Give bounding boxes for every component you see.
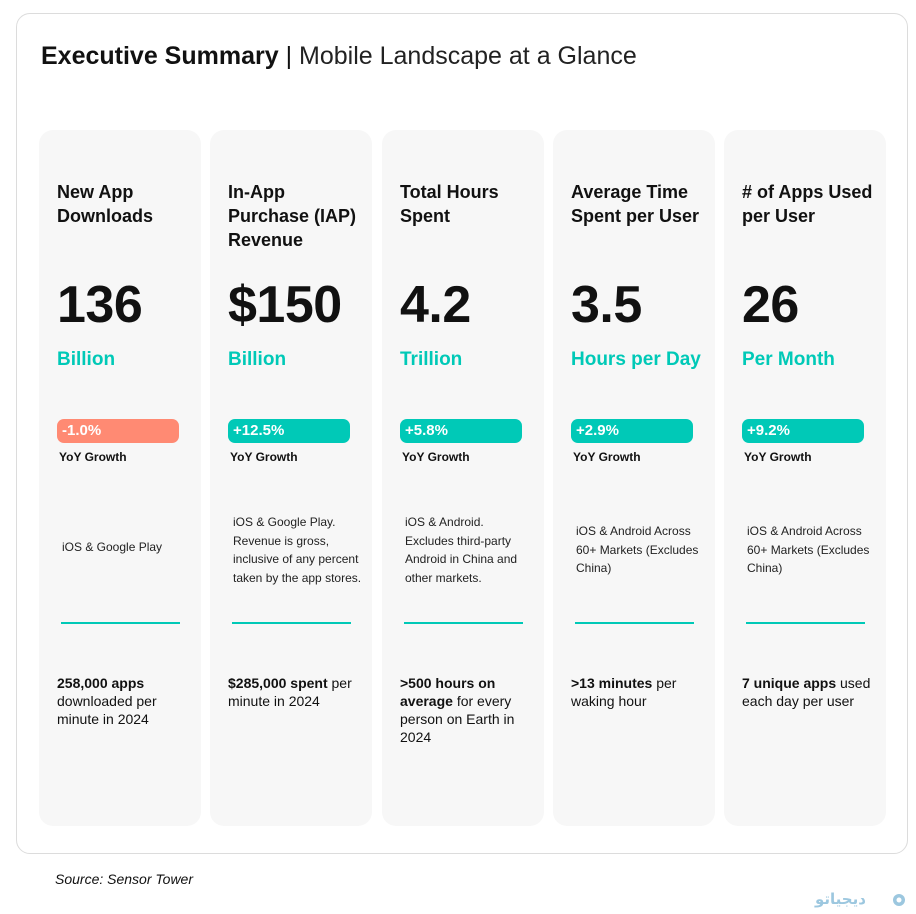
card-unit: Hours per Day (571, 349, 701, 370)
card-unit: Trillion (400, 349, 463, 370)
card-footer: 7 unique apps used each day per user (742, 674, 882, 710)
card-divider (61, 622, 180, 624)
growth-badge: +5.8% (400, 419, 522, 443)
title-separator: | (285, 42, 293, 70)
title-subtitle: Mobile Landscape at a Glance (299, 42, 637, 70)
card-divider (575, 622, 694, 624)
card-title: Total Hours Spent (400, 182, 499, 226)
card-divider (232, 622, 351, 624)
card-value: $150 (228, 276, 342, 334)
card-footer: >13 minutes per waking hour (571, 674, 711, 710)
footer-highlight: $285,000 spent (228, 675, 328, 691)
watermark-logo: دیجیاتو (815, 890, 866, 908)
source-caption: Source: Sensor Tower (55, 871, 193, 887)
card-title: In-App Purchase (IAP) Revenue (228, 182, 357, 250)
footer-text: used each day per user (742, 675, 871, 709)
metric-card-time-per-user: Average Time Spent per User 3.5 Hours pe… (553, 130, 715, 826)
card-unit: Billion (57, 349, 116, 370)
growth-badge: +12.5% (228, 419, 350, 443)
card-value: 136 (57, 276, 143, 334)
card-title: Average Time Spent per User (571, 182, 700, 226)
card-value: 26 (742, 276, 799, 334)
card-footer: $285,000 spent per minute in 2024 (228, 674, 368, 710)
footer-text: per waking hour (571, 675, 677, 709)
card-footer: 258,000 apps downloaded per minute in 20… (57, 674, 197, 728)
footer-highlight: 258,000 apps (57, 675, 145, 691)
card-title: New App Downloads (57, 182, 154, 226)
growth-label: YoY Growth (744, 450, 812, 464)
card-divider (746, 622, 865, 624)
card-divider (404, 622, 523, 624)
metric-card-iap-revenue: In-App Purchase (IAP) Revenue $150 Billi… (210, 130, 372, 826)
growth-badge: -1.0% (57, 419, 179, 443)
card-unit: Per Month (742, 349, 835, 370)
card-title: # of Apps Used per User (742, 182, 873, 226)
page-title: Executive Summary | Mobile Landscape at … (41, 40, 637, 72)
footer-text: downloaded per minute in 2024 (57, 693, 157, 727)
growth-label: YoY Growth (402, 450, 470, 464)
growth-label: YoY Growth (573, 450, 641, 464)
card-note: iOS & Android Across 60+ Markets (Exclud… (747, 524, 870, 575)
watermark-logo-icon (893, 894, 905, 906)
metric-card-downloads: New App Downloads 136 Billion -1.0% YoY … (39, 130, 201, 826)
card-footer: >500 hours on average for every person o… (400, 674, 540, 746)
footer-highlight: 7 unique apps (742, 675, 837, 691)
card-value: 4.2 (400, 276, 471, 334)
footer-highlight: >13 minutes (571, 675, 653, 691)
growth-label: YoY Growth (230, 450, 298, 464)
footer-highlight: >500 hours on average (400, 675, 496, 709)
metric-card-total-hours: Total Hours Spent 4.2 Trillion +5.8% YoY… (382, 130, 544, 826)
card-note: iOS & Android Across 60+ Markets (Exclud… (576, 524, 699, 575)
title-bold: Executive Summary (41, 42, 279, 70)
growth-badge: +2.9% (571, 419, 693, 443)
card-value: 3.5 (571, 276, 642, 334)
card-note: iOS & Google Play (62, 540, 163, 554)
footer-text: per minute in 2024 (228, 675, 352, 709)
card-note: iOS & Android. Excludes third-party Andr… (405, 515, 518, 585)
card-unit: Billion (228, 349, 287, 370)
card-note: iOS & Google Play. Revenue is gross, inc… (233, 515, 362, 585)
growth-badge: +9.2% (742, 419, 864, 443)
growth-label: YoY Growth (59, 450, 127, 464)
metric-card-apps-per-user: # of Apps Used per User 26 Per Month +9.… (724, 130, 886, 826)
footer-text: for every person on Earth in 2024 (400, 693, 515, 745)
